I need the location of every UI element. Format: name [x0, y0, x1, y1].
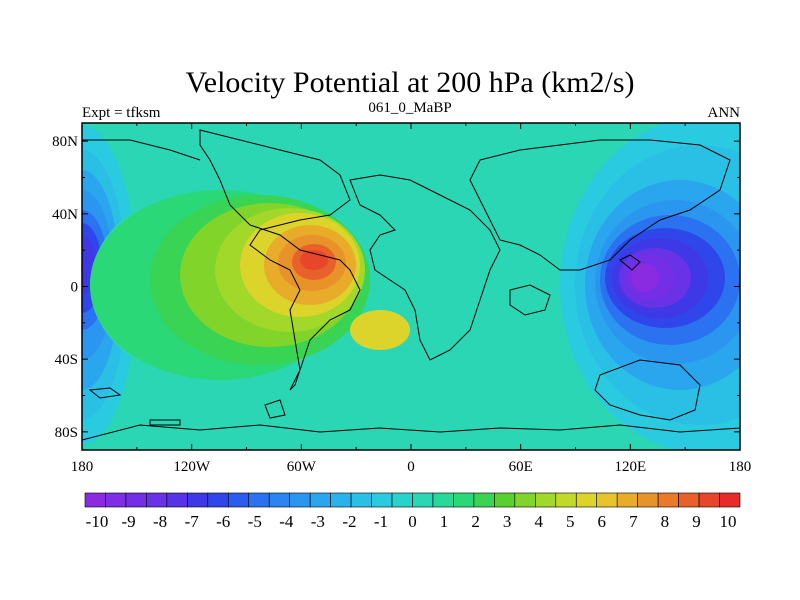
coastline-7: [509, 284, 551, 316]
colorbar-bin: [637, 492, 659, 508]
season-label: ANN: [708, 105, 741, 121]
colorbar-bin: [309, 492, 331, 508]
colorbar-label: 5: [566, 512, 575, 531]
colorbar-bin: [535, 492, 557, 508]
contour-field: [82, 123, 740, 450]
y-tick-label: 40N: [52, 207, 78, 223]
coastline-2: [469, 139, 731, 271]
colorbar-bin: [227, 492, 250, 508]
colorbar-label: 7: [629, 512, 638, 531]
experiment-label: Expt = tfksm: [82, 105, 161, 121]
colorbar-bin: [84, 492, 106, 508]
coastline-0: [199, 129, 361, 391]
colorbar-label: -9: [121, 512, 135, 531]
colorbar-label: -4: [279, 512, 294, 531]
colorbar-bin: [473, 492, 495, 508]
x-tick-label: 60E: [509, 459, 533, 475]
colorbar-bin: [391, 492, 413, 508]
colorbar-label: -6: [216, 512, 230, 531]
colorbar-bin: [596, 492, 618, 508]
coastline-9: [264, 399, 286, 419]
x-tick-label: 120W: [173, 459, 211, 475]
colorbar-bin: [494, 492, 516, 508]
colorbar-bin: [350, 492, 372, 508]
y-tick-label: 80N: [52, 134, 78, 150]
colorbar-bin: [412, 492, 434, 508]
x-tick-label: 0: [407, 459, 415, 475]
coastline-8: [619, 254, 641, 271]
colorbar-label: 3: [503, 512, 512, 531]
colorbar-bin: [289, 492, 311, 508]
center-label: 061_0_MaBP: [368, 100, 451, 116]
coastline-6: [88, 387, 122, 399]
colorbar-label: 2: [471, 512, 480, 531]
colorbar-bin: [166, 492, 188, 508]
colorbar-bin: [268, 492, 290, 508]
coastlines: [82, 129, 740, 441]
colorbar-label: -8: [153, 512, 167, 531]
colorbar-bin: [575, 492, 598, 508]
colorbar-label: -7: [185, 512, 200, 531]
coastline-4: [82, 424, 740, 441]
colorbar-label: 8: [661, 512, 670, 531]
coastline-10: [149, 419, 181, 426]
colorbar-bin: [555, 492, 577, 508]
colorbar-label: 10: [720, 512, 737, 531]
colorbar: -10 -9 -8 -7 -6 -5 -4 -3 -2 -1 0 1 2 3 4 5 6 7 8 9 10: [84, 492, 741, 531]
x-axis: 180 120W 60W 0 60E 120E 180: [71, 123, 752, 475]
colorbar-bin: [146, 492, 168, 508]
colorbar-bin: [616, 492, 638, 508]
colorbar-bin: [719, 492, 741, 508]
colorbar-bin: [125, 492, 147, 508]
colorbar-label: 9: [692, 512, 701, 531]
colorbar-label: 6: [598, 512, 607, 531]
colorbar-label: 4: [534, 512, 543, 531]
y-axis: 80N 40N 0 40S 80S: [52, 134, 740, 441]
colorbar-bin: [187, 492, 209, 508]
coastline-5: [82, 139, 201, 161]
colorbar-bin: [678, 492, 700, 508]
east-contour--10: [631, 264, 659, 292]
colorbar-label: 0: [408, 512, 417, 531]
y-tick-label: 40S: [55, 352, 78, 368]
colorbar-bin: [514, 492, 536, 508]
colorbar-bin: [248, 492, 270, 508]
x-tick-label: 120E: [614, 459, 646, 475]
x-tick-label: 60W: [287, 459, 317, 475]
south-atlantic-lobe: [350, 310, 410, 350]
y-tick-label: 0: [71, 280, 79, 296]
colorbar-bin: [207, 492, 229, 508]
colorbar-bin: [105, 492, 127, 508]
coastline-3: [594, 359, 701, 421]
colorbar-label: -10: [86, 512, 109, 531]
colorbar-bin: [330, 492, 352, 508]
colorbar-bin: [371, 492, 393, 508]
colorbar-bin: [698, 492, 720, 508]
map-panel: 180 120W 60W 0 60E 120E 180 80N 40N 0 40S 80S: [52, 122, 752, 475]
y-tick-label: 80S: [55, 425, 78, 441]
x-tick-label: 180: [729, 459, 752, 475]
colorbar-label: -2: [342, 512, 356, 531]
colorbar-bin: [657, 492, 679, 508]
colorbar-label: -3: [311, 512, 325, 531]
colorbar-label: -5: [248, 512, 262, 531]
colorbar-bin: [432, 492, 454, 508]
chart-title: Velocity Potential at 200 hPa (km2/s): [185, 66, 634, 99]
colorbar-bin: [453, 492, 475, 508]
x-tick-label: 180: [71, 459, 94, 475]
coastline-1: [349, 174, 501, 361]
colorbar-label: 1: [440, 512, 449, 531]
colorbar-label: -1: [374, 512, 388, 531]
